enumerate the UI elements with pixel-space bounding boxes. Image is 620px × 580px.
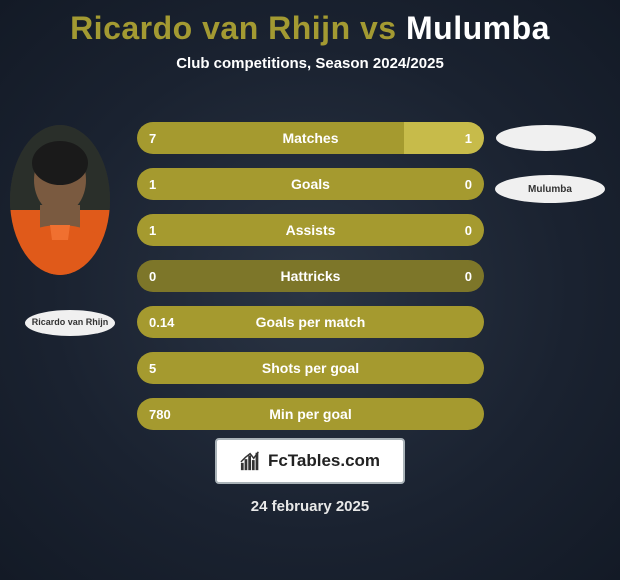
stat-left-value: 780 (137, 398, 484, 430)
brand-text: FcTables.com (268, 451, 380, 471)
title-vs: vs (360, 10, 397, 46)
stat-left-value: 7 (137, 122, 404, 154)
stat-row: 10Assists (137, 214, 484, 246)
stat-bars: 71Matches 10Goals 10Assists 00Hattricks 0.14… (137, 122, 484, 444)
title-player2: Mulumba (406, 10, 550, 46)
subtitle: Club competitions, Season 2024/2025 (0, 55, 620, 72)
player1-name-badge: Ricardo van Rhijn (25, 310, 115, 336)
page-title: Ricardo van Rhijn vs Mulumba (0, 0, 620, 47)
player2-avatar-placeholder (496, 125, 596, 151)
stat-row: 00Hattricks (137, 260, 484, 292)
stat-left-value: 0 (137, 260, 311, 292)
player1-avatar (10, 125, 110, 275)
stat-right-value: 0 (465, 177, 472, 192)
stat-right-value: 0 (311, 260, 485, 292)
brand-badge[interactable]: FcTables.com (215, 438, 405, 484)
stat-right-value: 0 (465, 223, 472, 238)
avatar-placeholder-icon (10, 125, 110, 275)
stat-right-value: 1 (404, 122, 484, 154)
stat-left-value: 1 (137, 214, 484, 246)
stat-row: 5Shots per goal (137, 352, 484, 384)
stat-row: 71Matches (137, 122, 484, 154)
chart-bars-icon (240, 450, 262, 472)
stat-row: 0.14Goals per match (137, 306, 484, 338)
footer-date: 24 february 2025 (0, 498, 620, 515)
player2-name-badge: Mulumba (495, 175, 605, 203)
stat-row: 10Goals (137, 168, 484, 200)
stat-left-value: 0.14 (137, 306, 484, 338)
stat-left-value: 5 (137, 352, 484, 384)
stat-row: 780Min per goal (137, 398, 484, 430)
title-player1: Ricardo van Rhijn (70, 10, 351, 46)
stat-left-value: 1 (137, 168, 484, 200)
